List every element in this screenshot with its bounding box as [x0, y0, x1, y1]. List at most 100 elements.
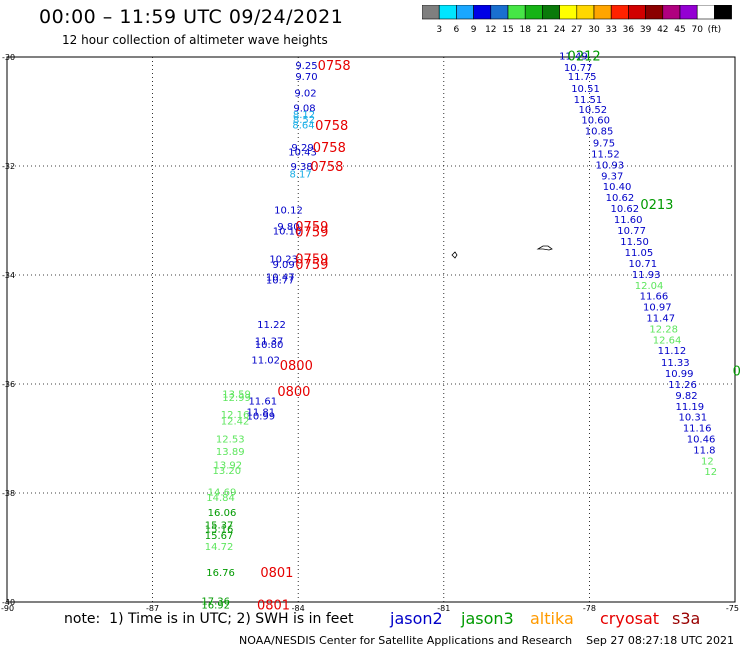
wave-height-label: 9.70 [295, 72, 317, 83]
pass-time-label: 0801 [257, 599, 290, 614]
wave-height-label: 11.12 [658, 346, 687, 357]
wave-height-label: 11.50 [620, 237, 649, 248]
plot-frame [6, 56, 736, 603]
legend-jason2: jason2 [390, 609, 443, 628]
scale-label: 6 [454, 25, 460, 35]
wave-height-label: 10.77 [266, 275, 295, 286]
wave-height-label: 9.25 [295, 61, 317, 72]
wave-height-label: 10.77 [564, 63, 593, 74]
wave-height-label: 14.69 [208, 487, 237, 498]
pass-time-label: 0800 [277, 385, 310, 400]
y-tick-label: -30 [2, 53, 15, 62]
wave-height-label: 12.04 [635, 281, 664, 292]
wave-height-label: 10.71 [628, 259, 657, 270]
pass-time-label: 0759 [295, 253, 328, 268]
island-outline [536, 245, 553, 251]
wave-height-label: 10.46 [687, 435, 716, 446]
scale-label: 42 [657, 25, 668, 35]
wave-height-label: 12 [701, 456, 714, 467]
wave-height-label: 10.40 [603, 182, 632, 193]
wave-height-label: 16.76 [206, 568, 235, 579]
wave-height-label: 15.16 [205, 524, 234, 535]
wave-height-label: 10.85 [585, 127, 614, 138]
scale-label: 9 [471, 25, 477, 35]
wave-height-label: 15.67 [205, 531, 234, 542]
wave-height-label: 9.38 [290, 162, 312, 173]
wave-height-label: 10.99 [665, 369, 694, 380]
wave-height-label: 11.47 [646, 314, 675, 325]
legend-altika: altika [530, 609, 574, 628]
wave-height-label: 12.64 [653, 335, 682, 346]
scale-label: 3 [436, 25, 442, 35]
wave-height-label: 10.23 [269, 255, 298, 266]
wave-height-label: 11.22 [257, 320, 286, 331]
wave-height-label: 14.72 [205, 542, 234, 553]
wave-height-label: 11.05 [625, 248, 654, 259]
wave-height-label: 11.19 [676, 402, 705, 413]
wave-height-label: 17.36 [201, 596, 230, 607]
y-tick-label: -36 [2, 380, 15, 389]
wave-height-label: 10.60 [581, 116, 610, 127]
scale-label: 15 [502, 25, 513, 35]
pass-time-label: 0759 [295, 225, 328, 240]
wave-height-label: 11.61 [248, 396, 277, 407]
wave-height-label: 10.12 [274, 206, 303, 217]
wave-height-label: 8.17 [289, 170, 311, 181]
wave-height-label: 10.47 [266, 273, 295, 284]
scale-label: 12 [485, 25, 496, 35]
wave-height-label: 8.52 [293, 115, 315, 126]
x-tick-label: -90 [1, 604, 14, 613]
scale-label: 70 [691, 25, 703, 35]
color-scale-bar: 3 6 9 12 15 18 21 24 27 30 33 36 39 42 45 70 (ft) [421, 4, 732, 35]
footnote: note: 1) Time is in UTC; 2) SWH is in fe… [64, 611, 354, 627]
wave-height-label: 9.82 [675, 391, 697, 402]
wave-height-label: 12.16 [221, 410, 250, 421]
legend-cryosat: cryosat [600, 609, 660, 628]
wave-height-label: 12 [704, 467, 717, 478]
wave-height-label: 10.62 [606, 193, 635, 204]
wave-height-label: 11.8 [693, 445, 715, 456]
pass-time-label: 0759 [295, 220, 328, 235]
wave-height-label: 14.84 [206, 493, 235, 504]
pass-time-label: 0212 [568, 49, 601, 64]
wave-height-label: 8.12 [293, 110, 315, 121]
wave-height-label: 10.51 [571, 84, 600, 95]
wave-height-label: 9.02 [294, 88, 316, 99]
wave-height-label: 13.92 [214, 461, 243, 472]
wave-height-label: 10.10 [273, 226, 302, 237]
wave-height-label: 11.60 [614, 215, 643, 226]
scale-label: 33 [605, 25, 616, 35]
wave-height-label: 10.31 [678, 413, 707, 424]
wave-height-label: 9.29 [291, 143, 313, 154]
x-tick-label: -87 [146, 604, 159, 613]
wave-height-label: 10.62 [611, 204, 640, 215]
chart-title: 00:00 – 11:59 UTC 09/24/2021 [39, 6, 344, 28]
wave-height-label: 11.66 [640, 292, 669, 303]
legend-s3a: s3a [672, 609, 701, 628]
scale-label: 39 [640, 25, 652, 35]
wave-height-label: 13.59 [222, 389, 251, 400]
wave-height-label: 11.16 [683, 424, 712, 435]
wave-height-label: 10.97 [643, 303, 672, 314]
wave-height-label: 12.42 [221, 417, 250, 428]
wave-height-label: 12.28 [649, 324, 678, 335]
scale-label: 27 [571, 25, 582, 35]
wave-height-label: 11.93 [632, 270, 661, 281]
wave-height-label: 16.92 [201, 601, 230, 612]
wave-height-label: 10.93 [595, 160, 624, 171]
pass-time-label: 021 [733, 364, 740, 379]
scale-label: (ft) [708, 25, 722, 35]
wave-height-label: 10.80 [255, 340, 284, 351]
wave-height-label: 12.53 [216, 435, 245, 446]
wave-height-label: 11.02 [251, 355, 280, 366]
scale-label: 18 [519, 25, 531, 35]
pass-time-label: 0758 [315, 119, 348, 134]
scale-label: 30 [588, 25, 600, 35]
x-tick-label: -75 [726, 604, 739, 613]
y-tick-label: -34 [2, 271, 15, 280]
pass-time-label: 0758 [313, 141, 346, 156]
wave-height-label: 8.64 [292, 121, 314, 132]
pass-time-label: 0801 [260, 566, 293, 581]
color-scale: 3 6 9 12 15 18 21 24 27 30 33 36 39 42 45 70 (ft) [421, 4, 732, 41]
x-tick-label: -78 [583, 604, 596, 613]
